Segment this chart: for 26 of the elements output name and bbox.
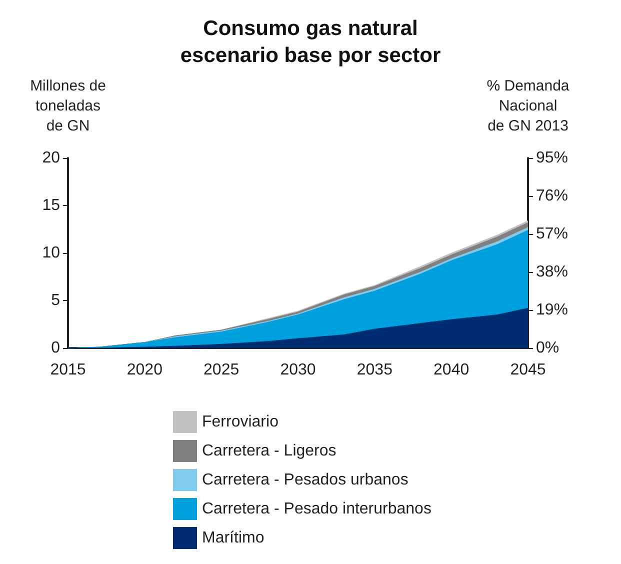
y-tick-label: 0 — [51, 340, 60, 356]
y2-tick-label: 38% — [536, 264, 568, 280]
y2-tick-label: 19% — [536, 302, 568, 318]
x-tick-label: 2025 — [204, 362, 240, 378]
chart-title: Consumo gas natural escenario base por sector — [180, 17, 441, 67]
x-tick-label: 2035 — [356, 362, 393, 378]
y-tick-label: 15 — [42, 197, 60, 214]
x-tick-label: 2015 — [50, 362, 86, 378]
x-tick-label: 2040 — [434, 362, 470, 378]
y2-tick-label: 0% — [536, 340, 560, 356]
y2-axis-title: % Demanda Nacional de GN 2013 — [486, 78, 570, 134]
legend-label: Marítimo — [202, 530, 264, 546]
y-axis-title: Millones de toneladas de GN — [30, 78, 106, 134]
legend-label: Carretera - Ligeros — [202, 442, 336, 460]
y2-tick-label: 76% — [536, 188, 568, 204]
y-tick-label: 5 — [51, 292, 60, 309]
legend-label: Carretera - Pesados urbanos — [202, 472, 408, 488]
y-tick-label: 20 — [42, 150, 60, 166]
x-tick-label: 2020 — [126, 362, 163, 378]
x-tick-label: 2030 — [280, 362, 316, 378]
legend-label: Ferroviario — [202, 414, 279, 430]
y-tick-label: 10 — [42, 244, 60, 262]
x-tick-label: 2045 — [510, 362, 546, 378]
y2-tick-label: 95% — [536, 150, 568, 166]
y2-tick-label: 57% — [536, 226, 568, 242]
legend-label: Carretera - Pesado interurbanos — [202, 500, 432, 518]
